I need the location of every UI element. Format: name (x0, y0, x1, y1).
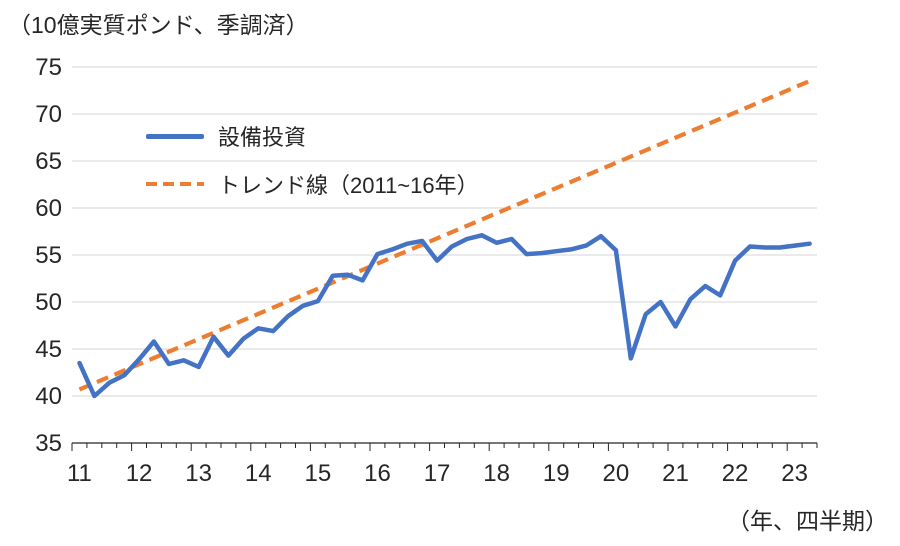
y-axis-caption: （10億実質ポンド、季調済） (8, 12, 309, 38)
legend-item-investment: 設備投資 (146, 122, 479, 150)
series-line-sample (146, 133, 204, 139)
legend-item-trend: トレンド線（2011~16年） (146, 170, 479, 198)
x-tick-label-16: 16 (364, 460, 391, 487)
y-tick-label-65: 65 (35, 148, 62, 175)
x-tick-label-15: 15 (304, 460, 331, 487)
y-tick-label-70: 70 (35, 101, 62, 128)
x-tick-label-12: 12 (126, 460, 153, 487)
x-tick-label-21: 21 (662, 460, 689, 487)
y-tick-label-35: 35 (35, 430, 62, 457)
x-tick-label-17: 17 (424, 460, 451, 487)
trend-line-sample (146, 182, 204, 186)
legend-label-investment: 設備投資 (218, 125, 307, 150)
x-tick-label-20: 20 (602, 460, 629, 487)
y-tick-label-60: 60 (35, 195, 62, 222)
x-tick-label-14: 14 (245, 460, 272, 487)
legend: 設備投資 トレンド線（2011~16年） (146, 122, 479, 198)
y-tick-label-55: 55 (35, 242, 62, 269)
x-tick-label-22: 22 (722, 460, 749, 487)
x-tick-label-13: 13 (185, 460, 212, 487)
x-tick-label-11: 11 (67, 460, 92, 487)
x-tick-label-18: 18 (483, 460, 510, 487)
y-tick-label-50: 50 (35, 289, 62, 316)
legend-label-trend: トレンド線（2011~16年） (218, 173, 479, 198)
x-axis-caption: （年、四半期） (727, 508, 888, 534)
y-tick-label-45: 45 (35, 336, 62, 363)
y-tick-label-75: 75 (35, 54, 62, 81)
x-tick-label-19: 19 (543, 460, 570, 487)
x-tick-label-23: 23 (781, 460, 808, 487)
series-line (77, 233, 812, 399)
y-tick-label-40: 40 (35, 383, 62, 410)
